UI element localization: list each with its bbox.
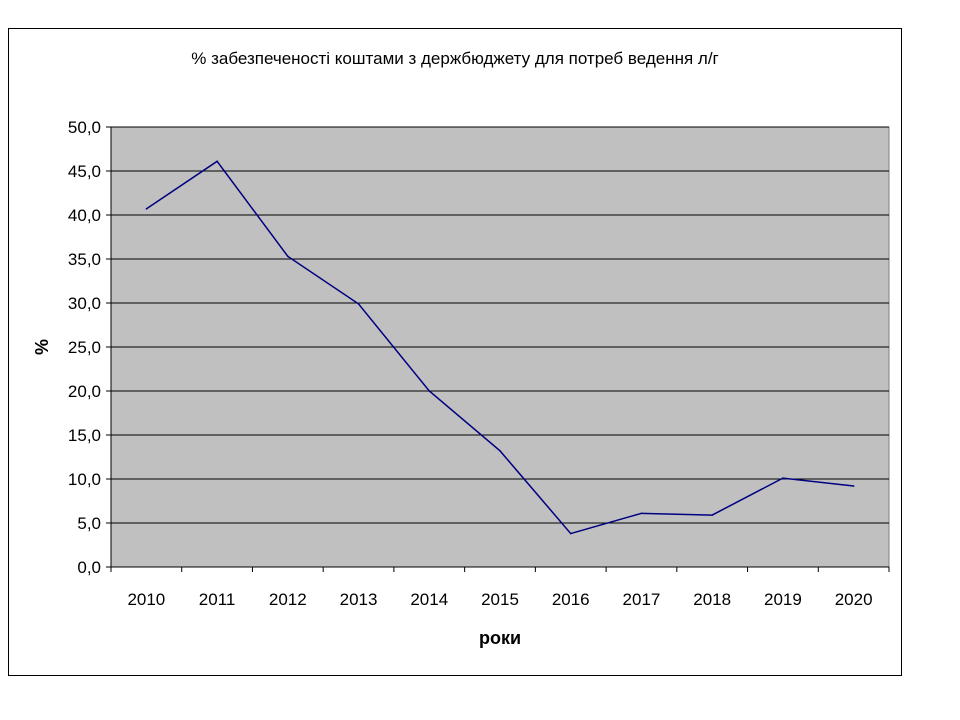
x-axis-tick-labels: 2010 2011 2012 2013 2014 2015 2016 2017 2018 2019… bbox=[127, 590, 872, 609]
y-tick-label: 45,0 bbox=[68, 162, 101, 181]
y-tick-label: 5,0 bbox=[77, 514, 101, 533]
x-tick-label: 2015 bbox=[481, 590, 519, 609]
data-point bbox=[569, 532, 572, 535]
y-tick-label: 50,0 bbox=[68, 118, 101, 137]
axes bbox=[106, 126, 890, 572]
x-tick-label: 2018 bbox=[693, 590, 731, 609]
y-axis-label: % bbox=[32, 339, 52, 355]
x-tick-label: 2019 bbox=[764, 590, 802, 609]
x-tick-label: 2011 bbox=[199, 590, 236, 609]
data-point bbox=[287, 255, 289, 258]
x-axis-label: роки bbox=[479, 628, 521, 648]
data-point bbox=[499, 450, 501, 452]
x-tick-label: 2010 bbox=[127, 590, 165, 609]
data-point bbox=[711, 514, 713, 516]
y-tick-label: 15,0 bbox=[68, 426, 101, 445]
series-layer bbox=[145, 160, 855, 535]
data-point bbox=[852, 485, 855, 487]
data-point bbox=[357, 303, 360, 305]
x-tick-label: 2014 bbox=[410, 590, 448, 609]
y-tick-label: 30,0 bbox=[68, 294, 101, 313]
x-tick-label: 2013 bbox=[340, 590, 378, 609]
y-tick-label: 25,0 bbox=[68, 338, 101, 357]
x-tick-label: 2012 bbox=[269, 590, 307, 609]
data-point bbox=[216, 160, 218, 163]
gridlines bbox=[111, 126, 889, 524]
data-point bbox=[145, 208, 148, 210]
chart-title: % забезпеченості коштами з держбюджету д… bbox=[191, 49, 719, 68]
x-tick-label: 2016 bbox=[552, 590, 590, 609]
data-point bbox=[782, 477, 784, 479]
y-tick-label: 35,0 bbox=[68, 250, 101, 269]
data-point bbox=[640, 512, 643, 515]
y-tick-label: 10,0 bbox=[68, 470, 101, 489]
x-tick-label: 2020 bbox=[835, 590, 873, 609]
y-tick-label: 20,0 bbox=[68, 382, 101, 401]
y-tick-label: 0,0 bbox=[77, 558, 101, 577]
y-tick-label: 40,0 bbox=[68, 206, 101, 225]
x-tick-label: 2017 bbox=[623, 590, 661, 609]
y-axis-tick-labels: 0,0 5,0 10,0 15,0 20,0 25,0 30,0 35,0 40,0 45,0 50… bbox=[68, 118, 101, 577]
data-point bbox=[428, 390, 431, 392]
